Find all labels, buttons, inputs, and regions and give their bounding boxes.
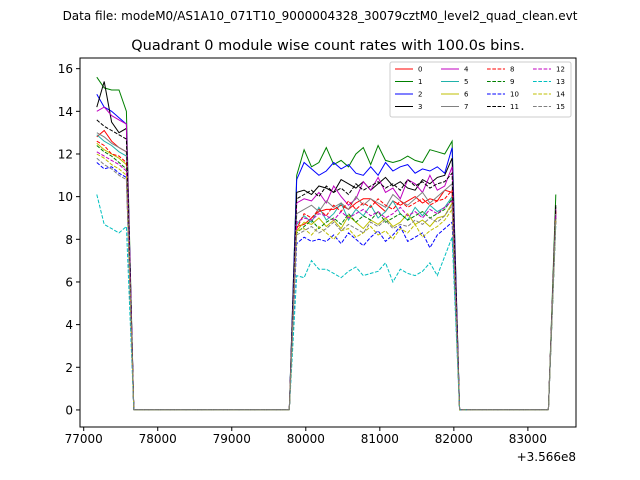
series-14-line-seg2 xyxy=(288,207,467,411)
series-13-line-seg1 xyxy=(96,194,135,410)
series-5-line-seg2 xyxy=(288,195,467,411)
x-tick-label: 78000 xyxy=(139,432,177,446)
series-9-line-seg2 xyxy=(288,197,467,411)
legend-label-2: 2 xyxy=(418,91,422,99)
series-0-line-seg2 xyxy=(288,189,467,411)
chart-title: Quadrant 0 module wise count rates with … xyxy=(131,38,525,54)
y-tick-label: 4 xyxy=(65,318,73,332)
series-11-line-seg1 xyxy=(96,119,135,410)
x-tick-label: 81000 xyxy=(361,432,399,446)
legend-box xyxy=(389,61,572,118)
legend-label-8: 8 xyxy=(510,66,514,74)
y-tick-label: 14 xyxy=(58,105,73,119)
series-9-line-seg1 xyxy=(96,145,135,410)
legend-label-10: 10 xyxy=(510,91,519,99)
legend-label-13: 13 xyxy=(556,78,565,86)
legend-label-7: 7 xyxy=(464,103,468,111)
legend-label-1: 1 xyxy=(418,78,422,86)
series-11-line-seg2 xyxy=(288,171,467,411)
series-6-line-seg2 xyxy=(288,201,467,411)
legend-label-6: 6 xyxy=(464,91,469,99)
legend-label-12: 12 xyxy=(556,66,565,74)
legend-label-9: 9 xyxy=(510,78,514,86)
y-tick-label: 6 xyxy=(65,275,73,289)
series-10-line-seg2 xyxy=(288,221,467,411)
legend-label-11: 11 xyxy=(510,103,519,111)
y-tick-label: 0 xyxy=(65,403,73,417)
series-2-line-seg2 xyxy=(288,147,467,411)
axes-frame xyxy=(79,57,577,428)
x-tick-label: 83000 xyxy=(509,432,547,446)
axes: 77000 78000 79000 80000 81000 82000 83000 0 2 4 6 8… xyxy=(58,57,577,464)
plot-area xyxy=(96,76,557,411)
legend-label-15: 15 xyxy=(556,103,565,111)
x-tick-label: 82000 xyxy=(435,432,473,446)
legend-label-14: 14 xyxy=(556,91,565,99)
y-tick-label: 12 xyxy=(58,147,73,161)
figure-suptitle: Data file: modeM0/AS1A10_071T10_90000043… xyxy=(63,9,578,23)
series-8-line-seg1 xyxy=(96,140,135,410)
legend-label-0: 0 xyxy=(418,66,422,74)
series-15-line-seg2 xyxy=(288,203,467,411)
x-tick-label: 79000 xyxy=(213,432,251,446)
y-tick-label: 2 xyxy=(65,361,73,375)
series-15-line-seg1 xyxy=(96,157,135,410)
series-3-line-seg2 xyxy=(288,158,467,411)
x-tick-label: 77000 xyxy=(65,432,103,446)
y-tick-label: 10 xyxy=(58,190,73,204)
series-12-line-seg2 xyxy=(288,199,467,411)
y-tick-label: 16 xyxy=(58,62,73,76)
series-8-line-seg2 xyxy=(288,188,467,411)
legend-label-5: 5 xyxy=(464,78,468,86)
series-15-line-seg3 xyxy=(547,222,557,410)
series-4-line-seg2 xyxy=(288,166,467,411)
legend-label-4: 4 xyxy=(464,66,469,74)
legend-label-3: 3 xyxy=(418,103,422,111)
series-1-line-seg2 xyxy=(288,139,467,411)
series-7-line-seg2 xyxy=(288,182,467,411)
series-13-line-seg2 xyxy=(288,237,467,411)
x-tick-label: 80000 xyxy=(287,432,325,446)
x-offset-label: +3.566e8 xyxy=(517,450,576,464)
series-4-line-seg1 xyxy=(96,106,135,410)
y-tick-label: 8 xyxy=(65,233,73,247)
